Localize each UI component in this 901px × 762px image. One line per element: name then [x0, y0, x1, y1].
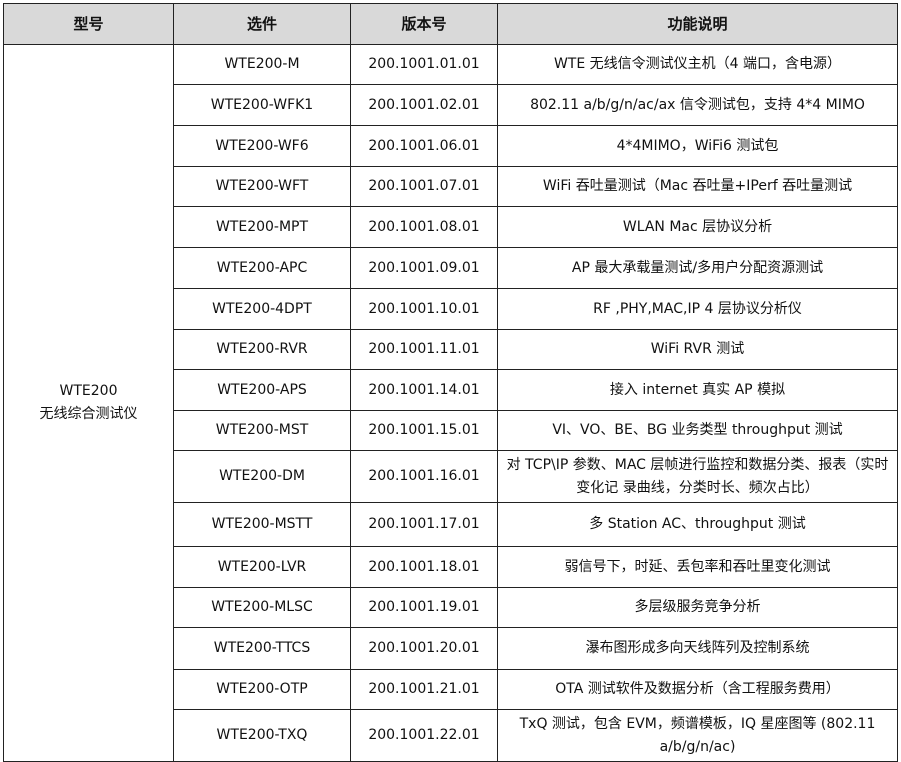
- table-row: WTE200-WFK1 200.1001.02.01 802.11 a/b/g/n/…: [4, 84, 898, 126]
- description-cell: RF ,PHY,MAC,IP 4 层协议分析仪: [497, 288, 898, 330]
- option-cell: WTE200-DM: [173, 450, 351, 503]
- version-cell: 200.1001.18.01: [350, 546, 498, 588]
- option-cell: WTE200-TTCS: [173, 627, 351, 670]
- table-row: WTE200-MPT 200.1001.08.01 WLAN Mac 层协议分析: [4, 206, 898, 248]
- description-cell: 多层级服务竞争分析: [497, 587, 898, 628]
- product-options-table: 型号 选件 版本号 功能说明 WTE200 无线综合测试仪 WTE200-M 200.…: [3, 3, 898, 762]
- option-cell: WTE200-WFK1: [173, 84, 351, 126]
- version-cell: 200.1001.21.01: [350, 669, 498, 710]
- header-row: 型号 选件 版本号 功能说明: [3, 3, 898, 45]
- version-cell: 200.1001.08.01: [350, 206, 498, 248]
- description-cell: 弱信号下，时延、丢包率和吞吐里变化测试: [497, 546, 898, 588]
- table-row: WTE200-LVR 200.1001.18.01 弱信号下，时延、丢包率和吞吐里变…: [4, 546, 898, 588]
- description-cell: OTA 测试软件及数据分析（含工程服务费用）: [497, 669, 898, 710]
- version-cell: 200.1001.02.01: [350, 84, 498, 126]
- option-cell: WTE200-MST: [173, 410, 351, 451]
- description-cell: WTE 无线信令测试仪主机（4 端口，含电源）: [497, 44, 898, 85]
- version-cell: 200.1001.19.01: [350, 587, 498, 628]
- table-row: WTE200-MSTT 200.1001.17.01 多 Station AC、th…: [4, 502, 898, 547]
- table-row: WTE200-4DPT 200.1001.10.01 RF ,PHY,MAC,IP …: [4, 288, 898, 330]
- model-name: WTE200: [59, 383, 118, 399]
- option-cell: WTE200-MPT: [173, 206, 351, 248]
- version-cell: 200.1001.01.01: [350, 44, 498, 85]
- version-cell: 200.1001.06.01: [350, 125, 498, 167]
- table-row: WTE200-MST 200.1001.15.01 VI、VO、BE、BG 业务类型…: [4, 410, 898, 451]
- version-cell: 200.1001.10.01: [350, 288, 498, 330]
- table-row: WTE200-TTCS 200.1001.20.01 瀑布图形成多向天线阵列及控制系…: [4, 627, 898, 670]
- option-cell: WTE200-LVR: [173, 546, 351, 588]
- version-cell: 200.1001.17.01: [350, 502, 498, 547]
- description-cell: 接入 internet 真实 AP 模拟: [497, 369, 898, 411]
- option-cell: WTE200-MSTT: [173, 502, 351, 547]
- version-cell: 200.1001.22.01: [350, 709, 498, 762]
- description-cell: VI、VO、BE、BG 业务类型 throughput 测试: [497, 410, 898, 451]
- version-cell: 200.1001.09.01: [350, 247, 498, 289]
- description-cell: WLAN Mac 层协议分析: [497, 206, 898, 248]
- description-cell: 802.11 a/b/g/n/ac/ax 信令测试包，支持 4*4 MIMO: [497, 84, 898, 126]
- option-cell: WTE200-APS: [173, 369, 351, 411]
- option-cell: WTE200-APC: [173, 247, 351, 289]
- version-cell: 200.1001.16.01: [350, 450, 498, 503]
- description-cell: 瀑布图形成多向天线阵列及控制系统: [497, 627, 898, 670]
- table-row: WTE200-WF6 200.1001.06.01 4*4MIMO，WiFi6 测试…: [4, 125, 898, 167]
- description-cell: 对 TCP\IP 参数、MAC 层帧进行监控和数据分类、报表（实时变化记 录曲线…: [497, 450, 898, 503]
- description-cell: WiFi 吞吐量测试（Mac 吞吐量+IPerf 吞吐量测试: [497, 166, 898, 207]
- description-cell: TxQ 测试，包含 EVM，频谱模板，IQ 星座图等 (802.11 a/b/g…: [497, 709, 898, 762]
- header-description: 功能说明: [497, 3, 898, 45]
- version-cell: 200.1001.20.01: [350, 627, 498, 670]
- option-cell: WTE200-RVR: [173, 329, 351, 370]
- option-cell: WTE200-WFT: [173, 166, 351, 207]
- option-cell: WTE200-OTP: [173, 669, 351, 710]
- description-cell: AP 最大承载量测试/多用户分配资源测试: [497, 247, 898, 289]
- option-cell: WTE200-4DPT: [173, 288, 351, 330]
- description-cell: 4*4MIMO，WiFi6 测试包: [497, 125, 898, 167]
- option-cell: WTE200-TXQ: [173, 709, 351, 762]
- table-row: WTE200-TXQ 200.1001.22.01 TxQ 测试，包含 EVM，频谱…: [4, 709, 898, 762]
- description-cell: 多 Station AC、throughput 测试: [497, 502, 898, 547]
- table-row: WTE200-APC 200.1001.09.01 AP 最大承载量测试/多用户分配…: [4, 247, 898, 289]
- header-option: 选件: [173, 3, 351, 45]
- table-row: WTE200-APS 200.1001.14.01 接入 internet 真实 A…: [4, 369, 898, 411]
- description-cell: WiFi RVR 测试: [497, 329, 898, 370]
- version-cell: 200.1001.14.01: [350, 369, 498, 411]
- option-cell: WTE200-MLSC: [173, 587, 351, 628]
- option-cell: WTE200-WF6: [173, 125, 351, 167]
- model-cell: WTE200 无线综合测试仪: [3, 44, 174, 762]
- version-cell: 200.1001.07.01: [350, 166, 498, 207]
- table-row: WTE200-OTP 200.1001.21.01 OTA 测试软件及数据分析（含工…: [4, 669, 898, 710]
- header-model: 型号: [3, 3, 174, 45]
- model-description: 无线综合测试仪: [39, 406, 138, 422]
- version-cell: 200.1001.11.01: [350, 329, 498, 370]
- header-version: 版本号: [350, 3, 498, 45]
- table-row: WTE200-RVR 200.1001.11.01 WiFi RVR 测试: [4, 329, 898, 370]
- table-row: WTE200-WFT 200.1001.07.01 WiFi 吞吐量测试（Mac 吞…: [4, 166, 898, 207]
- option-cell: WTE200-M: [173, 44, 351, 85]
- table-row: WTE200 无线综合测试仪 WTE200-M 200.1001.01.01 WTE 无…: [3, 44, 898, 762]
- version-cell: 200.1001.15.01: [350, 410, 498, 451]
- table-row: WTE200-DM 200.1001.16.01 对 TCP\IP 参数、MAC 层…: [4, 450, 898, 503]
